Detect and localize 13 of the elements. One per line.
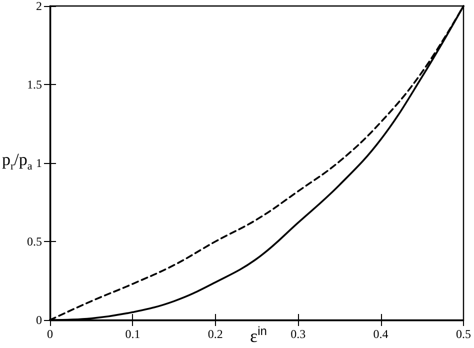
y-axis-title: p$_{r}$/p$_{a}$: [2, 150, 32, 172]
x-tick-label: 0.1: [125, 327, 140, 341]
y-tick-label: 1.5: [27, 78, 42, 92]
x-axis-title: ε$^{in}$: [250, 324, 267, 347]
y-tick-label: 0: [36, 313, 42, 327]
x-tick-label: 0.2: [208, 327, 223, 341]
x-tick-label: 0: [47, 327, 53, 341]
y-tick-label: 1: [36, 156, 42, 170]
y-tick-label: 2: [36, 0, 42, 13]
y-tick-label: 0.5: [27, 234, 42, 248]
x-tick-label: 0.5: [456, 327, 471, 341]
x-tick-label: 0.3: [290, 327, 306, 341]
x-tick-label: 0.4: [373, 327, 388, 341]
